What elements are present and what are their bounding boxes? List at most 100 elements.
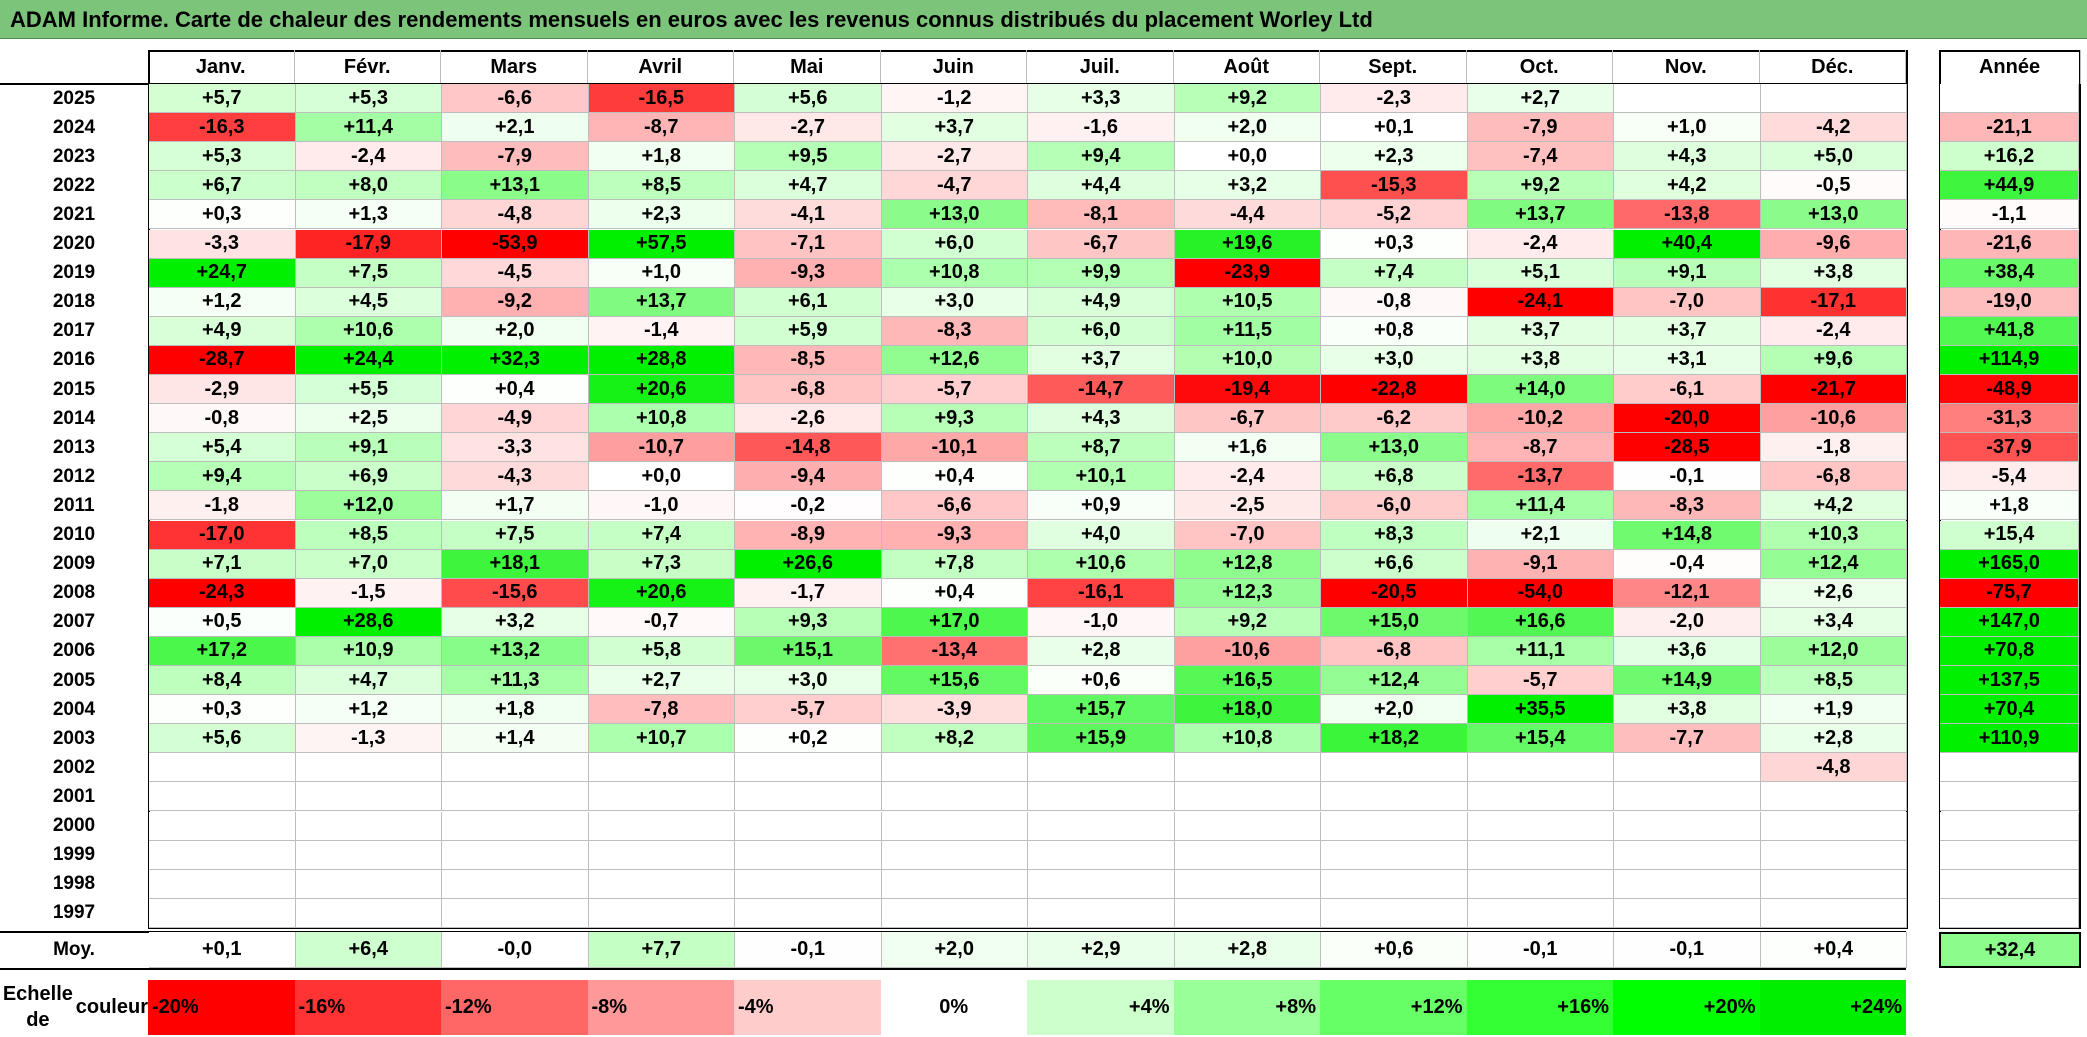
cell-2014-2: +2,5 [295, 404, 442, 434]
cell-2023-7: +9,4 [1028, 142, 1175, 172]
cell-2007-11: -2,0 [1614, 607, 1761, 637]
cell-2011-11: -8,3 [1614, 491, 1761, 521]
cell-2022-8: +3,2 [1174, 171, 1321, 201]
cell-2017-6: -8,3 [881, 316, 1028, 346]
cell-2020-8: +19,6 [1174, 229, 1321, 259]
cell-2001-2 [295, 782, 442, 812]
cell-2003-10: +15,4 [1467, 724, 1614, 754]
cell-2012-7: +10,1 [1028, 462, 1175, 492]
cell-2013-10: -8,7 [1467, 433, 1614, 463]
annual-cell-2018: -19,0 [1940, 287, 2079, 317]
cell-2010-3: +7,5 [442, 520, 589, 550]
cell-2018-10: -24,1 [1467, 287, 1614, 317]
cell-2000-12 [1760, 811, 1907, 841]
cell-2021-2: +1,3 [295, 200, 442, 230]
cell-1997-9 [1321, 898, 1468, 928]
cell-2012-11: -0,1 [1614, 462, 1761, 492]
cell-1998-10 [1467, 869, 1614, 899]
cell-2021-8: -4,4 [1174, 200, 1321, 230]
cell-2004-10: +35,5 [1467, 695, 1614, 725]
cell-2010-6: -9,3 [881, 520, 1028, 550]
cell-2024-4: -8,7 [588, 113, 735, 143]
year-label-2021: 2021 [52, 203, 96, 225]
cell-2003-2: -1,3 [295, 724, 442, 754]
cell-1999-9 [1321, 840, 1468, 870]
year-label-2000: 2000 [52, 815, 96, 837]
cell-1999-10 [1467, 840, 1614, 870]
cell-2003-1: +5,6 [149, 724, 296, 754]
cell-2023-4: +1,8 [588, 142, 735, 172]
year-label-2015: 2015 [52, 378, 96, 400]
average-cell-4: +7,7 [588, 932, 735, 968]
cell-1997-7 [1028, 898, 1175, 928]
annual-cell-1998 [1940, 869, 2079, 899]
cell-2013-1: +5,4 [149, 433, 296, 463]
year-label-2017: 2017 [52, 320, 96, 342]
color-scale-step-11: +20% [1613, 980, 1760, 1035]
cell-2017-12: -2,4 [1760, 316, 1907, 346]
column-header-1: Janv. [148, 50, 295, 84]
year-label-1998: 1998 [52, 873, 96, 895]
cell-2000-6 [881, 811, 1028, 841]
cell-2022-9: -15,3 [1321, 171, 1468, 201]
cell-2021-7: -8,1 [1028, 200, 1175, 230]
annual-cell-2025 [1940, 84, 2079, 114]
cell-2017-10: +3,7 [1467, 316, 1614, 346]
cell-2017-7: +6,0 [1028, 316, 1175, 346]
annual-cell-2015: -48,9 [1940, 375, 2079, 405]
annual-cell-2013: -37,9 [1940, 433, 2079, 463]
cell-2005-6: +15,6 [881, 666, 1028, 696]
cell-1997-4 [588, 898, 735, 928]
cell-2013-9: +13,0 [1321, 433, 1468, 463]
cell-2017-3: +2,0 [442, 316, 589, 346]
cell-2006-11: +3,6 [1614, 636, 1761, 666]
cell-2000-2 [295, 811, 442, 841]
cell-2000-9 [1321, 811, 1468, 841]
cell-2019-12: +3,8 [1760, 258, 1907, 288]
cell-2005-10: -5,7 [1467, 666, 1614, 696]
cell-2021-10: +13,7 [1467, 200, 1614, 230]
cell-2025-8: +9,2 [1174, 84, 1321, 114]
cell-2016-6: +12,6 [881, 345, 1028, 375]
cell-2018-8: +10,5 [1174, 287, 1321, 317]
annual-cell-2010: +15,4 [1940, 520, 2079, 550]
cell-2002-10 [1467, 753, 1614, 783]
cell-2013-2: +9,1 [295, 433, 442, 463]
cell-2025-4: -16,5 [588, 84, 735, 114]
cell-2008-2: -1,5 [295, 578, 442, 608]
cell-1997-6 [881, 898, 1028, 928]
cell-2023-10: -7,4 [1467, 142, 1614, 172]
cell-2014-3: -4,9 [442, 404, 589, 434]
cell-2015-5: -6,8 [735, 375, 882, 405]
cell-2025-3: -6,6 [442, 84, 589, 114]
cell-2020-6: +6,0 [881, 229, 1028, 259]
year-label-2022: 2022 [52, 174, 96, 196]
year-label-2020: 2020 [52, 233, 96, 255]
cell-2025-11 [1614, 84, 1761, 114]
cell-2007-8: +9,2 [1174, 607, 1321, 637]
cell-2003-9: +18,2 [1321, 724, 1468, 754]
cell-2024-5: -2,7 [735, 113, 882, 143]
cell-2000-7 [1028, 811, 1175, 841]
average-cell-3: -0,0 [442, 932, 589, 968]
annual-cell-2001 [1940, 782, 2079, 812]
cell-2013-12: -1,8 [1760, 433, 1907, 463]
cell-2019-5: -9,3 [735, 258, 882, 288]
cell-2019-8: -23,9 [1174, 258, 1321, 288]
cell-2021-11: -13,8 [1614, 200, 1761, 230]
cell-2021-9: -5,2 [1321, 200, 1468, 230]
cell-2014-5: -2,6 [735, 404, 882, 434]
cell-2025-9: -2,3 [1321, 84, 1468, 114]
cell-1998-2 [295, 869, 442, 899]
title-bar: ADAM Informe. Carte de chaleur des rende… [0, 0, 2087, 39]
cell-2015-7: -14,7 [1028, 375, 1175, 405]
cell-2012-10: -13,7 [1467, 462, 1614, 492]
cell-2002-5 [735, 753, 882, 783]
year-label-2019: 2019 [52, 262, 96, 284]
average-cell-8: +2,8 [1174, 932, 1321, 968]
cell-2001-12 [1760, 782, 1907, 812]
cell-2002-7 [1028, 753, 1175, 783]
cell-2024-1: -16,3 [149, 113, 296, 143]
cell-1999-8 [1174, 840, 1321, 870]
cell-2017-5: +5,9 [735, 316, 882, 346]
